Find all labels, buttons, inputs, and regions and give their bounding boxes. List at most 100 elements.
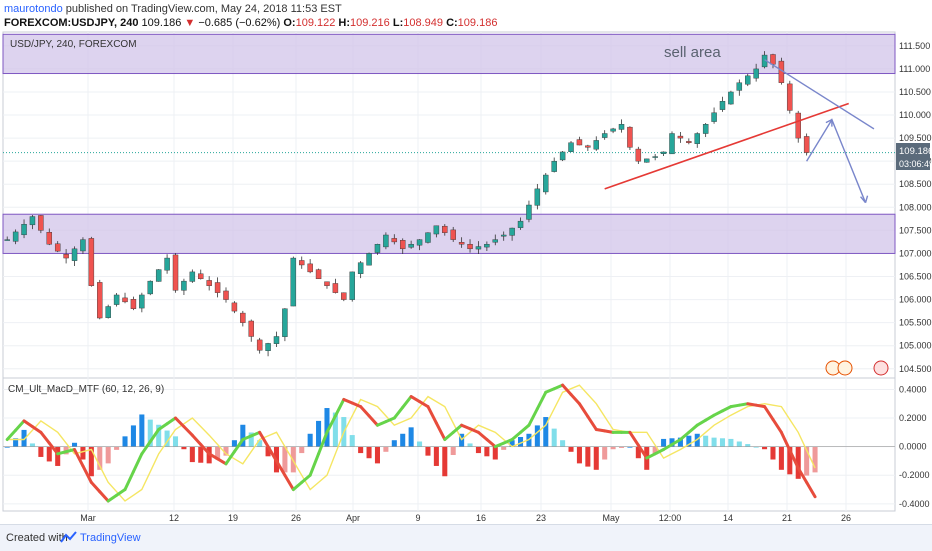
macd-line-segment [73,448,85,468]
candle-body [54,243,61,252]
candle-body [223,290,229,300]
zones [2,33,896,254]
candle-body [543,174,549,193]
histogram-bar [374,446,380,464]
histogram-bar [38,446,44,457]
low-label: L: [392,17,404,29]
macd-line-segment [527,407,539,427]
macd-line-segment [704,413,716,422]
chart-canvas[interactable]: 111.500111.000110.500110.000109.500109.0… [0,0,932,524]
x-tick-label: 9 [415,513,420,523]
histogram-bar [661,438,667,447]
candle-body [500,234,507,237]
candle-body [198,273,204,280]
histogram-bar [114,446,120,450]
macd-line-segment [409,395,422,404]
macd-line-segment [291,480,304,492]
histogram-bar [55,446,61,466]
macd-line-segment [771,417,783,434]
histogram-bar [686,435,692,447]
candle-body [71,248,78,261]
histogram-bar [391,440,397,447]
macd-line-segment [308,452,321,477]
candle-body [450,229,456,240]
candle-body [332,283,339,293]
arrowhead [860,195,869,204]
macd-line-segment [577,402,590,419]
y-tick-label: 104.500 [899,364,932,374]
macd-line-segment [476,430,489,441]
histogram-bar [156,424,162,447]
candle-body [29,216,36,226]
down-arrow-icon: ▼ [184,17,196,29]
histogram-bar [492,446,498,460]
candle-body [433,225,440,235]
candles [4,51,810,357]
candle-body [559,151,566,161]
candle-body [383,234,389,248]
candle-body [189,271,196,282]
candle-body [509,227,515,236]
macd-line-segment [81,464,93,484]
histogram-bar [812,446,818,473]
histogram-bar [46,446,52,462]
event-flag-icon[interactable] [873,360,889,376]
y-tick-label: 105.000 [899,341,932,351]
candle-body [677,135,684,139]
candle-body [256,339,263,351]
publish-info: maurotondo published on TradingView.com,… [4,2,342,16]
histogram-bar [534,425,540,447]
candle-body [534,188,541,206]
histogram-bar [122,436,128,447]
low-value: 108.949 [403,17,443,29]
macd-line-segment [165,416,178,426]
histogram-bar [248,432,254,447]
macd-line-segment [47,441,60,456]
candle-body [610,128,616,132]
histogram-bar [265,446,271,457]
histogram-bar [425,446,431,456]
x-tick-label: 12:00 [659,513,682,523]
macd-line-segment [468,427,480,434]
macd-line-segment [779,430,792,452]
histogram-bar [770,446,776,460]
macd-line-segment [140,440,152,456]
events-icon[interactable] [825,360,853,376]
histogram-bar [467,443,473,447]
histogram-bar [787,446,793,475]
histogram-bar [593,446,599,470]
candle-body [21,224,27,236]
macd-line-segment [695,418,708,427]
y-tick-label: 105.500 [899,318,932,328]
macd-line-segment [426,405,438,425]
candle-body [4,239,10,241]
tradingview-brand-link[interactable]: TradingView [80,532,141,544]
macd-line-segment [39,430,51,445]
macd-line-segment [30,425,43,434]
candle-body [46,232,53,245]
histogram-bar [433,446,439,466]
indicator-title: CM_Ult_MacD_MTF (60, 12, 26, 9) [8,384,164,395]
author-link[interactable]: maurotondo [4,3,63,15]
candle-body [324,281,330,286]
histogram-bar [602,446,608,460]
macd-line-segment [712,409,724,417]
candle-body [265,343,271,351]
histogram-bar [560,440,566,447]
published-text: published on TradingView.com, May 24, 20… [65,3,342,15]
high-value: 109.216 [350,17,390,29]
candle-body [349,271,355,300]
candle-body [155,269,162,282]
candle-body [240,312,246,323]
candle-body [585,145,591,148]
macd-line-segment [199,443,211,456]
macd-line-segment [317,430,329,456]
candle-body [568,142,574,152]
candle-body [787,83,793,111]
histogram-bar [130,425,136,447]
macd-line-segment [342,397,354,405]
candle-body [97,282,103,319]
candle-body [80,239,86,252]
candle-body [719,100,726,110]
macd-line-segment [22,419,34,429]
